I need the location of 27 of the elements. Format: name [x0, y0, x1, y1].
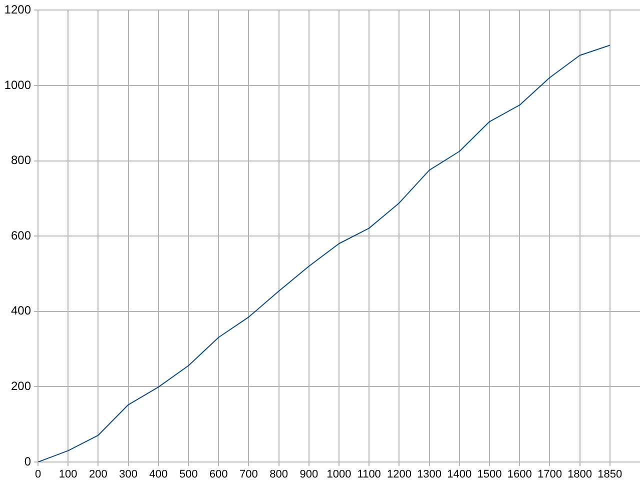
x-tick-label: 1850 [598, 468, 622, 481]
y-tick-label: 600 [10, 228, 32, 242]
y-tick-label: 0 [24, 454, 32, 468]
x-tick-label: 1500 [477, 468, 502, 481]
x-tick-label: 1000 [326, 468, 352, 481]
x-tick-label: 1800 [568, 468, 592, 481]
x-tick-label: 900 [300, 468, 318, 481]
x-tick-label: 500 [179, 468, 198, 481]
x-tick-label: 1700 [537, 468, 562, 481]
y-tick-label: 800 [10, 153, 32, 168]
x-tick-label: 600 [209, 468, 228, 481]
x-tick-label: 400 [149, 468, 168, 481]
x-tick-label: 700 [240, 468, 258, 481]
x-tick-label: 300 [119, 468, 138, 481]
y-tick-label: 200 [10, 379, 32, 394]
y-tick-label: 1000 [4, 78, 32, 92]
x-tick-label: 1300 [417, 468, 442, 481]
x-tick-label: 1100 [357, 468, 381, 481]
x-tick-label: 800 [270, 468, 288, 481]
y-tick-label: 400 [10, 304, 32, 318]
x-tick-label: 1400 [447, 468, 472, 481]
x-tick-label: 200 [89, 468, 108, 481]
y-tick-label: 1200 [4, 2, 32, 17]
x-tick-label: 1200 [386, 468, 412, 481]
x-tick-label: 0 [34, 468, 42, 481]
x-tick-label: 1600 [507, 468, 532, 481]
x-tick-label: 100 [58, 468, 78, 481]
